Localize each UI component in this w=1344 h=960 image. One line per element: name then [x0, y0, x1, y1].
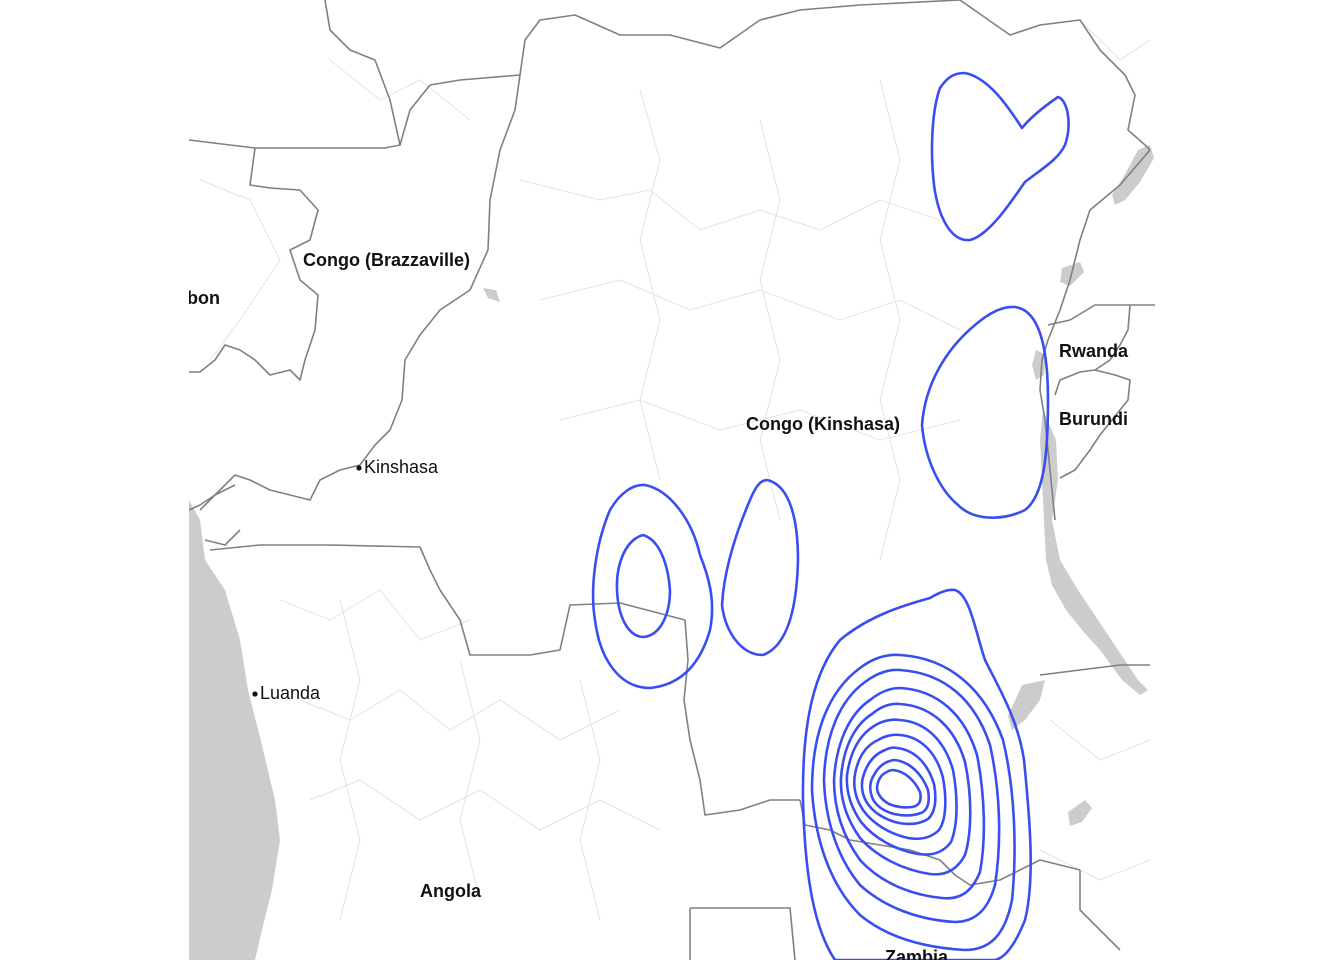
drc-angola-border — [209, 544, 800, 816]
katanga-contour-level-3 — [822, 668, 1001, 924]
katanga-contour-level-5 — [839, 702, 972, 876]
left-margin — [0, 0, 189, 960]
katanga-contour-level-2 — [810, 653, 1016, 952]
kinshasa-marker — [356, 465, 362, 471]
label-burundi: Burundi — [1059, 409, 1128, 429]
drc-northeast-border — [959, 0, 1151, 151]
cabinda-border — [188, 484, 241, 546]
lake-mweru — [1008, 680, 1045, 730]
rwanda-burundi-borders — [1047, 304, 1155, 479]
katanga-contour-level-7 — [852, 733, 947, 841]
malebo-pool — [483, 288, 500, 302]
label-zambia: Zambia — [885, 947, 949, 960]
congo-brazzaville-drc-border — [199, 74, 521, 511]
katanga-contour-level-8 — [860, 746, 937, 826]
katanga-contour-level-9 — [868, 758, 931, 817]
drc-north-border — [324, 0, 961, 146]
tanzania-zambia-border — [1039, 664, 1150, 951]
lake-tanganyika — [1040, 410, 1148, 695]
label-rwanda: Rwanda — [1059, 341, 1129, 361]
label-congo-kinshasa: Congo (Kinshasa) — [746, 414, 900, 434]
ocean-and-lakes — [189, 145, 1154, 960]
congo-brazzaville-gabon-border — [188, 139, 401, 381]
lake-albert — [1112, 145, 1154, 205]
admin-boundaries — [199, 19, 1151, 921]
southeast-katanga-contours — [801, 588, 1032, 960]
density-contours — [591, 71, 1070, 960]
lake-bangweulu — [1068, 800, 1092, 826]
label-angola: Angola — [420, 881, 482, 901]
central-west-contour-inner — [615, 533, 672, 639]
map-panel — [189, 0, 1155, 960]
central-west-contour-outer — [591, 483, 714, 690]
katanga-contour-level-1 — [801, 588, 1032, 960]
drc-east-border — [1039, 149, 1151, 521]
luanda-marker — [252, 691, 258, 697]
katanga-contour-level-10 — [875, 768, 922, 809]
east-lake-contour — [920, 305, 1050, 519]
right-margin — [1155, 0, 1344, 960]
northeast-contour — [930, 71, 1070, 242]
country-borders — [188, 0, 1155, 960]
label-kinshasa: Kinshasa — [364, 457, 439, 477]
label-gabon-partial: bon — [187, 288, 220, 308]
atlantic-ocean — [189, 500, 280, 960]
zambia-angola-border — [689, 907, 796, 960]
label-congo-brazzaville: Congo (Brazzaville) — [303, 250, 470, 270]
central-contour — [720, 478, 800, 657]
labels: Congo (Brazzaville) bon Congo (Kinshasa)… — [187, 250, 1129, 960]
katanga-contour-level-6 — [845, 718, 958, 856]
city-markers — [252, 465, 362, 697]
katanga-contour-level-4 — [832, 686, 986, 900]
label-luanda: Luanda — [260, 683, 321, 703]
